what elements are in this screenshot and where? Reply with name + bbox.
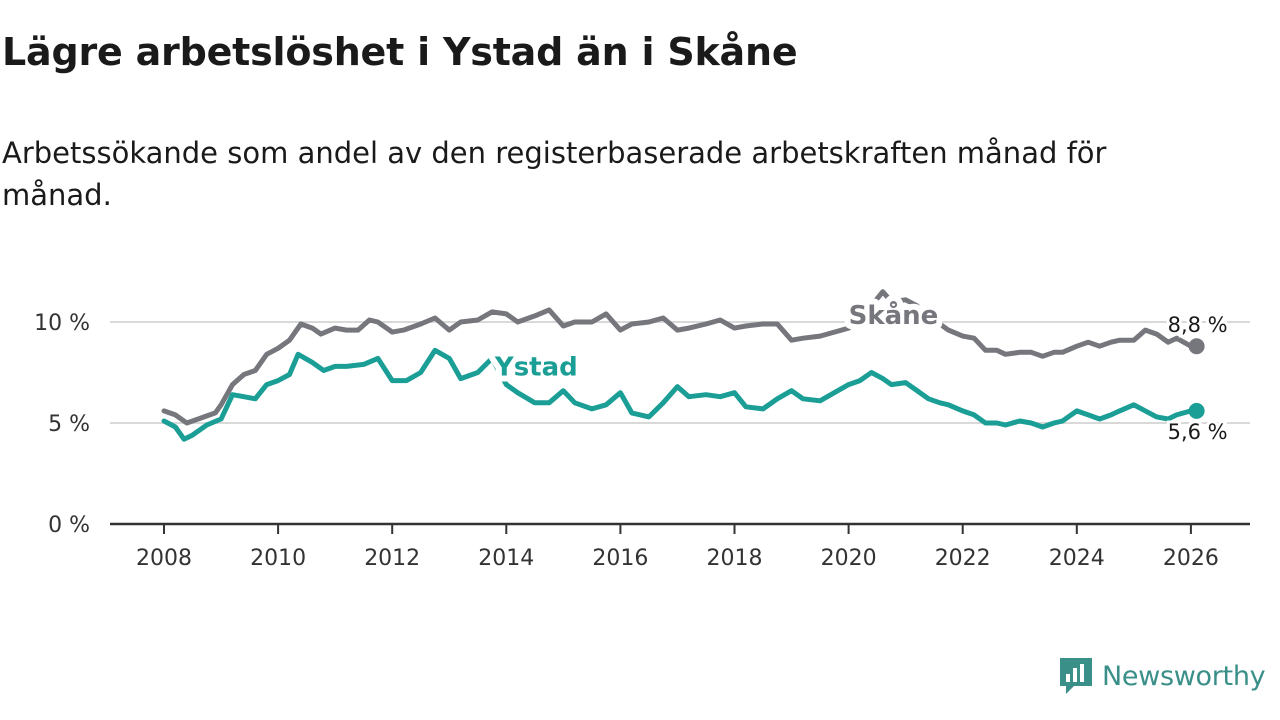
series-end-label-sk-ne: 8,8 % <box>1168 313 1228 337</box>
series-end-label-ystad: 5,6 % <box>1168 420 1228 444</box>
x-tick-label: 2018 <box>707 546 763 571</box>
brand: Newsworthy <box>1058 654 1278 698</box>
x-tick-label: 2016 <box>592 546 648 571</box>
x-tick-label: 2014 <box>478 546 534 571</box>
gridlines <box>110 321 1250 424</box>
x-tick-label: 2020 <box>821 546 877 571</box>
series-line-ystad <box>161 347 1200 442</box>
axes: 0 % 5 % 10 % 2008 2010 2012 2014 2016 2018 2020 20… <box>34 311 1250 571</box>
x-tick-label: 2010 <box>250 546 306 571</box>
chart-subtitle: Arbetssökande som andel av den registerb… <box>2 136 1107 212</box>
series-labels: 8,8 % Skåne 5,6 % Ystad <box>488 293 1231 447</box>
series-end-marker-sk-ne <box>1188 338 1205 355</box>
series-label-ystad: Ystad <box>494 353 578 383</box>
series-line-sk-ne <box>161 289 1200 426</box>
x-tick-label: 2012 <box>364 546 420 571</box>
brand-name: Newsworthy <box>1102 660 1266 692</box>
newsworthy-logo-icon <box>1060 658 1092 694</box>
series-lines <box>161 289 1205 442</box>
series-end-marker-ystad <box>1188 402 1205 419</box>
x-tick-label: 2008 <box>136 546 192 571</box>
y-tick-label: 0 % <box>48 513 90 538</box>
x-tick-label: 2024 <box>1049 546 1105 571</box>
y-tick-label: 10 % <box>34 311 90 336</box>
y-tick-label: 5 % <box>48 412 90 437</box>
x-tick-label: 2022 <box>935 546 991 571</box>
x-tick-label: 2026 <box>1163 546 1219 571</box>
series-label-sk-ne: Skåne <box>849 299 939 331</box>
chart-title: Lägre arbetslöshet i Ystad än i Skåne <box>2 30 798 74</box>
